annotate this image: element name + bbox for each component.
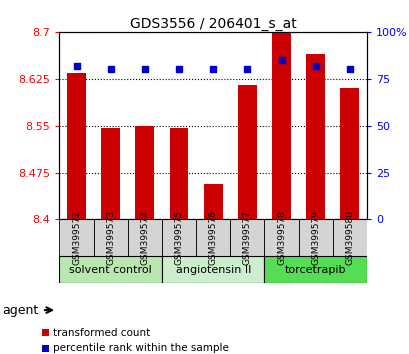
Title: GDS3556 / 206401_s_at: GDS3556 / 206401_s_at: [130, 17, 296, 31]
Bar: [230, 219, 264, 256]
Bar: [237, 85, 256, 219]
Bar: [169, 127, 188, 219]
Bar: [135, 126, 154, 219]
Bar: [332, 219, 366, 256]
Text: GSM399573: GSM399573: [106, 211, 115, 266]
Text: GSM399577: GSM399577: [242, 211, 251, 266]
Bar: [59, 219, 93, 256]
Point: [278, 57, 284, 63]
Text: GSM399579: GSM399579: [310, 211, 319, 266]
Point: [346, 67, 352, 72]
Bar: [306, 54, 324, 219]
Bar: [93, 219, 128, 256]
Bar: [162, 256, 264, 283]
Bar: [339, 88, 358, 219]
Point: [73, 63, 80, 68]
Bar: [298, 219, 332, 256]
Bar: [272, 32, 290, 219]
Text: GSM399574: GSM399574: [140, 211, 149, 266]
Text: GSM399575: GSM399575: [174, 211, 183, 266]
Text: agent: agent: [2, 304, 38, 316]
Text: GSM399578: GSM399578: [276, 211, 285, 266]
Bar: [42, 345, 49, 352]
Bar: [162, 219, 196, 256]
Point: [141, 67, 148, 72]
Point: [107, 67, 114, 72]
Bar: [196, 219, 230, 256]
Bar: [264, 219, 298, 256]
Text: GSM399572: GSM399572: [72, 211, 81, 266]
Bar: [67, 73, 86, 219]
Bar: [264, 256, 366, 283]
Text: GSM399580: GSM399580: [344, 211, 353, 266]
Point: [209, 67, 216, 72]
Point: [243, 67, 250, 72]
Bar: [59, 256, 162, 283]
Text: solvent control: solvent control: [69, 265, 152, 275]
Point: [175, 67, 182, 72]
Bar: [42, 329, 49, 336]
Text: angiotensin II: angiotensin II: [175, 265, 250, 275]
Bar: [203, 184, 222, 219]
Bar: [101, 127, 120, 219]
Text: GSM399576: GSM399576: [208, 211, 217, 266]
Point: [312, 63, 318, 68]
Text: percentile rank within the sample: percentile rank within the sample: [53, 343, 228, 353]
Text: transformed count: transformed count: [53, 328, 150, 338]
Bar: [128, 219, 162, 256]
Text: torcetrapib: torcetrapib: [284, 265, 346, 275]
